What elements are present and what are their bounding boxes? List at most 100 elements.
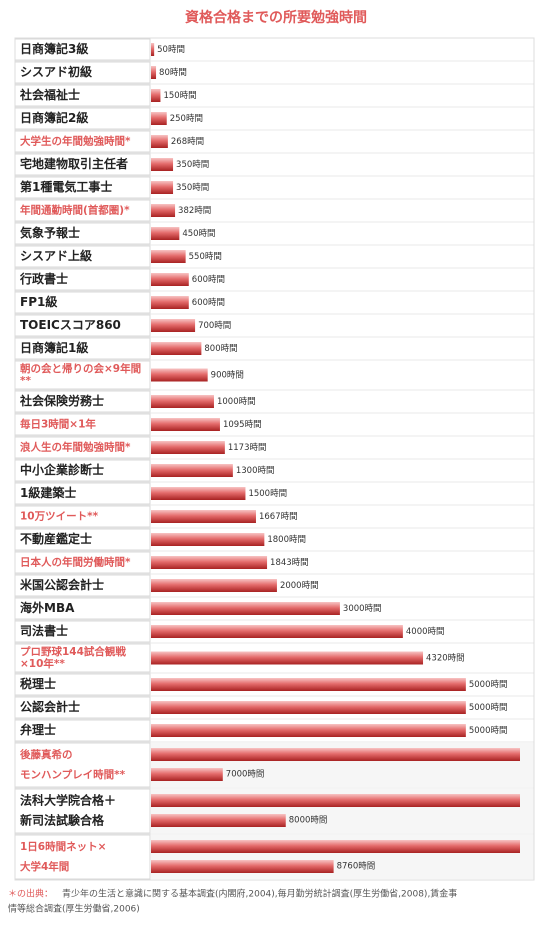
category-label: 社会福祉士: [19, 87, 80, 102]
bar: [151, 533, 265, 546]
bar: [151, 181, 174, 194]
value-label: 900時間: [211, 371, 244, 381]
category-label: 税理士: [20, 676, 56, 691]
category-label: ×10年**: [20, 657, 65, 670]
bar: [151, 227, 180, 240]
value-label: 700時間: [198, 321, 231, 331]
bar: [151, 441, 225, 454]
category-label: 大学4年間: [20, 860, 69, 873]
bar: [151, 579, 277, 592]
bar: [151, 556, 268, 569]
category-label: 中小企業診断士: [20, 462, 104, 477]
bar: [151, 840, 520, 853]
bar: [151, 678, 466, 691]
plot-frame: [14, 37, 535, 881]
category-label: TOEICスコア860: [20, 318, 121, 332]
bar: [151, 602, 340, 615]
category-label: 日商簿記3級: [20, 41, 88, 56]
category-label: 日本人の年間労働時間*: [20, 556, 131, 569]
value-label: 80時間: [159, 68, 187, 78]
chart-title: 資格合格までの所要勉強時間: [185, 9, 367, 26]
bar: [151, 860, 334, 873]
bar: [151, 794, 520, 807]
value-label: 268時間: [171, 137, 204, 147]
label-box: [14, 360, 151, 390]
value-label: 5000時間: [469, 680, 508, 690]
category-label: 日商簿記2級: [20, 110, 88, 125]
label-box: [14, 834, 151, 880]
category-label: 弁理士: [20, 722, 56, 737]
bar: [151, 768, 223, 781]
value-label: 1667時間: [259, 512, 298, 522]
category-label: 第1種電気工事士: [20, 179, 112, 194]
bar: [151, 724, 466, 737]
value-label: 5000時間: [469, 726, 508, 736]
bar: [151, 368, 208, 382]
category-label: シスアド上級: [20, 248, 92, 263]
value-label: 8760時間: [337, 862, 376, 872]
category-label: 1日6時間ネット×: [20, 840, 106, 853]
category-label: 年間通勤時間(首都圏)*: [20, 204, 130, 217]
category-label: 毎日3時間×1年: [20, 418, 96, 431]
bar: [151, 112, 167, 125]
label-box: [14, 742, 151, 788]
value-label: 3000時間: [343, 604, 382, 614]
label-box: [14, 643, 151, 673]
value-label: 600時間: [192, 275, 225, 285]
bar: [151, 510, 256, 523]
category-label: 1級建築士: [20, 485, 76, 500]
value-label: 1300時間: [236, 466, 275, 476]
value-label: 2000時間: [280, 581, 319, 591]
value-label: 1173時間: [228, 443, 267, 453]
bar: [151, 135, 168, 148]
category-label: 後藤真希の: [19, 748, 73, 761]
bar: [151, 814, 286, 827]
value-label: 5000時間: [469, 703, 508, 713]
category-label: モンハンプレイ時間**: [20, 768, 126, 781]
category-label: 宅地建物取引主任者: [20, 156, 128, 171]
value-label: 800時間: [204, 344, 237, 354]
category-label: 海外MBA: [20, 600, 75, 615]
value-label: 250時間: [170, 114, 203, 124]
bar: [151, 395, 214, 408]
value-label: 600時間: [192, 298, 225, 308]
category-label: 気象予報士: [20, 225, 80, 240]
bar: [151, 487, 246, 500]
bar: [151, 319, 196, 332]
bar: [151, 418, 220, 431]
value-label: 4320時間: [426, 654, 465, 664]
bar: [151, 342, 202, 355]
category-label: 米国公認会計士: [20, 577, 104, 592]
value-label: 50時間: [157, 45, 185, 55]
bar: [151, 43, 155, 56]
bar: [151, 158, 174, 171]
value-label: 550時間: [189, 252, 222, 262]
value-label: 382時間: [178, 206, 211, 216]
bar: [151, 651, 424, 665]
value-label: 1800時間: [267, 535, 306, 545]
category-label: 日商簿記1級: [20, 340, 88, 355]
category-label: FP1級: [20, 294, 57, 309]
category-label: 浪人生の年間勉強時間*: [20, 441, 131, 454]
category-label: 社会保険労務士: [19, 393, 104, 408]
footnote: 青少年の生活と意識に関する基本調査(内閣府,2004),毎月勤労統計調査(厚生労…: [62, 888, 457, 900]
category-label: 行政書士: [19, 271, 68, 286]
category-label: 公認会計士: [20, 699, 80, 714]
value-label: 350時間: [176, 160, 209, 170]
footnote-marker: ＊の出典：: [8, 888, 53, 900]
category-label: 法科大学院合格＋: [20, 793, 116, 808]
value-label: 350時間: [176, 183, 209, 193]
category-label: 不動産鑑定士: [20, 531, 92, 546]
bar: [151, 273, 189, 286]
bar: [151, 89, 161, 102]
category-label: 新司法試験合格: [20, 813, 105, 828]
value-label: 4000時間: [406, 627, 445, 637]
value-label: 1843時間: [270, 558, 309, 568]
value-label: 450時間: [182, 229, 215, 239]
bar: [151, 748, 520, 761]
value-label: 8000時間: [289, 816, 328, 826]
bar: [151, 464, 233, 477]
label-box: [14, 788, 151, 834]
bar: [151, 66, 157, 79]
